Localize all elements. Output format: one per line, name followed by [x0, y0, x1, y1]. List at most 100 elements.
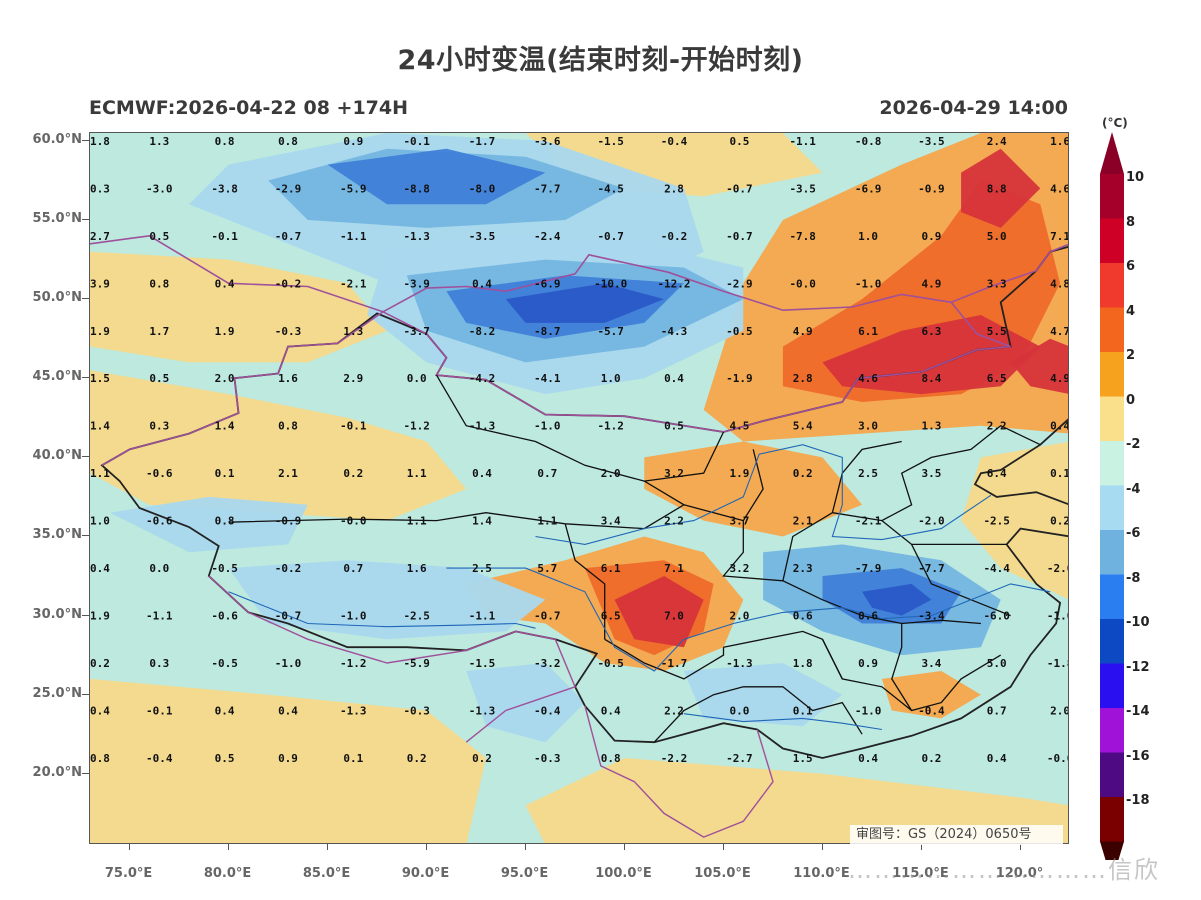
grid-value: -0.9: [275, 515, 302, 528]
colorbar-segment: [1100, 752, 1124, 798]
grid-value: -3.8: [211, 182, 238, 195]
grid-value: -10.0: [594, 277, 627, 290]
grid-value: -1.5: [469, 657, 496, 670]
longitude-tick: [1019, 844, 1021, 850]
warm-region-east-sea: [961, 441, 1068, 599]
grid-value: 1.5: [793, 752, 813, 765]
grid-value: 3.0: [858, 420, 878, 433]
colorbar-label: -12: [1126, 659, 1150, 675]
colorbar-segment: [1100, 485, 1124, 531]
colorbar-max-arrow: [1100, 132, 1124, 174]
map-title: 24小时变温(结束时刻-开始时刻): [397, 45, 804, 76]
grid-value: 5.4: [793, 420, 813, 433]
grid-value: 1.6: [1050, 135, 1069, 148]
grid-value: -0.7: [275, 230, 302, 243]
grid-value: 0.1: [343, 752, 363, 765]
grid-value: -6.9: [534, 277, 561, 290]
grid-value: 3.4: [921, 657, 941, 670]
grid-value: -1.0: [855, 277, 882, 290]
province-border-6: [832, 424, 1041, 522]
grid-value: -0.4: [918, 705, 945, 718]
warm-region-south-sea: [525, 758, 1068, 843]
grid-value: 1.5: [90, 372, 110, 385]
grid-value: 0.4: [858, 752, 878, 765]
grid-value: 5.0: [987, 230, 1007, 243]
valid-time-label: 2026-04-29 14:00: [879, 97, 1068, 119]
grid-value: 2.7: [90, 230, 110, 243]
grid-value: -0.2: [275, 277, 302, 290]
grid-value: -0.7: [534, 610, 561, 623]
grid-value: 0.1: [215, 467, 235, 480]
grid-value: -0.5: [597, 657, 624, 670]
latitude-tick: [82, 772, 89, 774]
grid-value: -1.3: [403, 230, 430, 243]
grid-value: 1.1: [407, 515, 427, 528]
grid-value: -1.0: [340, 610, 367, 623]
grid-value: 1.3: [921, 420, 941, 433]
grid-value: 0.4: [472, 277, 492, 290]
grid-value: -2.4: [534, 230, 561, 243]
grid-value: 4.5: [729, 420, 749, 433]
grid-value: -2.5: [403, 610, 430, 623]
colorbar-segment: [1100, 396, 1124, 442]
longitude-tick-label: 75.0°E: [104, 866, 153, 881]
grid-value: 0.6: [858, 610, 878, 623]
grid-value: 0.7: [343, 562, 363, 575]
grid-value: -0.4: [146, 752, 173, 765]
grid-value: 1.0: [90, 515, 110, 528]
grid-value: -3.4: [918, 610, 945, 623]
grid-value: -0.1: [146, 705, 173, 718]
colorbar-label: -6: [1126, 526, 1141, 541]
colorbar-unit: (°C): [1102, 116, 1128, 130]
latitude-tick-label: 25.0°N: [32, 685, 82, 701]
map-canvas[interactable]: 1.8 1.3 0.8 0.8 0.9 -0.1 -1.7 -3.6 -1.5 -0.4 0.5 -1…: [90, 133, 1069, 844]
grid-value: -0.5: [211, 562, 238, 575]
grid-value: 0.5: [149, 230, 169, 243]
grid-value: 1.0: [858, 230, 878, 243]
province-border-10: [723, 630, 1002, 712]
mongolia-border: [382, 253, 1011, 433]
grid-value: -8.7: [534, 325, 561, 338]
latitude-tick-label: 55.0°N: [32, 211, 82, 227]
grid-value: 0.4: [278, 705, 298, 718]
grid-value: 1.9: [729, 467, 749, 480]
river-0: [535, 444, 992, 545]
colorbar-segment: [1100, 263, 1124, 308]
province-border-12: [604, 638, 725, 680]
longitude-tick: [227, 844, 229, 850]
longitude-tick-label: 90.0°E: [401, 866, 450, 881]
grid-value: -1.1: [340, 230, 367, 243]
grid-value: -0.6: [146, 515, 173, 528]
grid-value: -0.0: [340, 515, 367, 528]
grid-value: -4.3: [661, 325, 688, 338]
longitude-tick: [326, 844, 328, 850]
grid-value: 2.8: [793, 372, 813, 385]
grid-value: 5.7: [537, 562, 557, 575]
grid-value: 3.4: [601, 515, 621, 528]
grid-value: -4.1: [534, 372, 561, 385]
grid-value: 4.6: [1050, 182, 1069, 195]
grid-value: -6.0: [983, 610, 1010, 623]
grid-value: 5.0: [987, 657, 1007, 670]
grid-value: 0.4: [90, 562, 110, 575]
grid-value: -1.0: [855, 705, 882, 718]
grid-value: -4.4: [983, 562, 1010, 575]
temperature-change-map[interactable]: 1.8 1.3 0.8 0.8 0.9 -0.1 -1.7 -3.6 -1.5 -0.4 0.5 -1…: [89, 132, 1069, 844]
grid-value: -2.0: [1047, 562, 1069, 575]
grid-value: -3.5: [918, 135, 945, 148]
longitude-tick-label: 120.0°: [995, 866, 1044, 881]
grid-value: -1.0: [1047, 610, 1069, 623]
grid-value: 0.2: [90, 657, 110, 670]
grid-value: -0.6: [211, 610, 238, 623]
watermark: …………………………信欣: [848, 856, 1160, 884]
grid-value: -1.3: [469, 705, 496, 718]
grid-value: 1.6: [407, 562, 427, 575]
grid-value-labels: 1.8 1.3 0.8 0.8 0.9 -0.1 -1.7 -3.6 -1.5 -0.4 0.5 -1…: [90, 135, 1069, 765]
grid-value: -2.9: [275, 182, 302, 195]
grid-value: 7.0: [664, 610, 684, 623]
grid-value: -7.9: [855, 562, 882, 575]
grid-value: 0.4: [472, 467, 492, 480]
cool-region-mongolia-core: [505, 283, 665, 323]
province-border-11: [653, 686, 863, 743]
longitude-tick: [128, 844, 130, 850]
